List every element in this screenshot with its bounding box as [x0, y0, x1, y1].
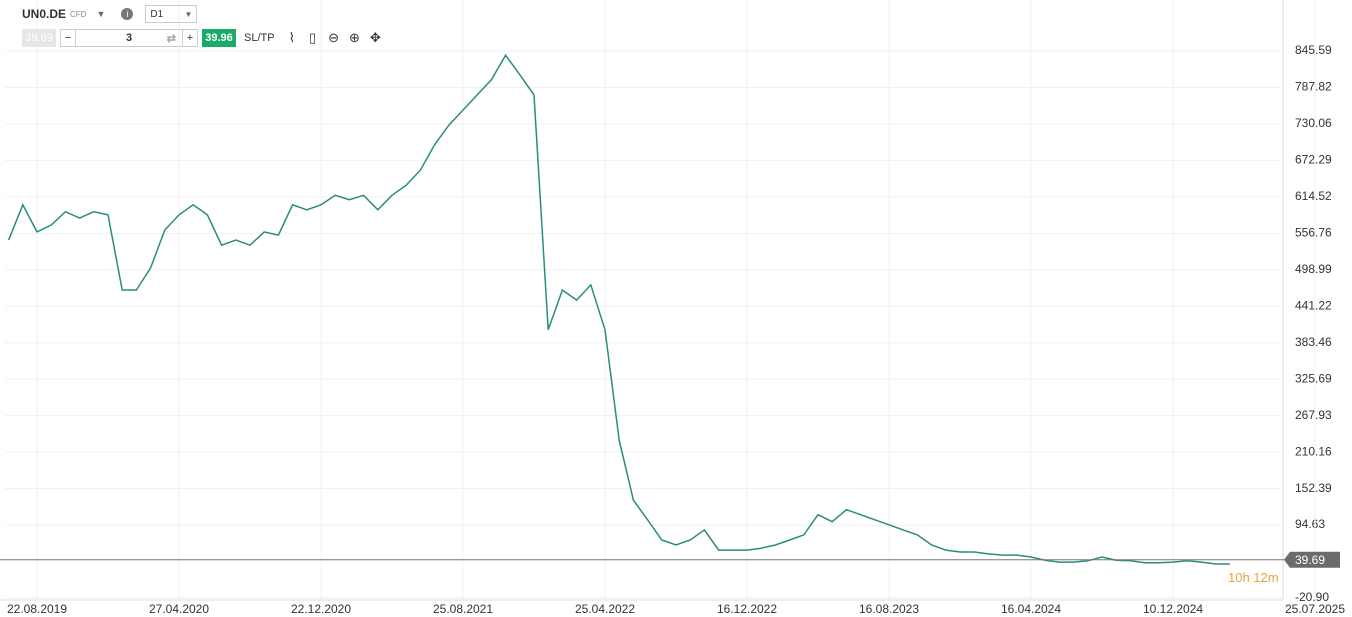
y-tick-label: 210.16	[1295, 444, 1332, 458]
y-tick-label: 845.59	[1295, 43, 1332, 57]
x-tick-label: 16.08.2023	[859, 602, 919, 616]
dropdown-arrow[interactable]: ▼	[96, 9, 106, 19]
y-tick-label: 94.63	[1295, 517, 1325, 531]
y-tick-label: 152.39	[1295, 481, 1332, 495]
buy-button[interactable]: 39.96	[202, 29, 236, 47]
y-tick-label: 556.76	[1295, 226, 1332, 240]
zoom-in[interactable]: ⊕	[349, 30, 360, 45]
order-bar: 39.69 − 3 ⇄ + 39.96 SL/TP ⌇ ▯ ⊖ ⊕ ✥	[22, 29, 381, 47]
y-tick-label: 267.93	[1295, 408, 1332, 422]
y-tick-label: 730.06	[1295, 116, 1332, 130]
x-tick-label: 27.04.2020	[149, 602, 209, 616]
y-tick-label: 498.99	[1295, 262, 1332, 276]
x-tick-label: 16.04.2024	[1001, 602, 1061, 616]
info-icon[interactable]: i	[121, 8, 134, 20]
minus-button[interactable]: −	[60, 29, 76, 47]
plus-button[interactable]: +	[183, 29, 198, 47]
instrument-type: CFD	[70, 9, 87, 19]
x-tick-label: 25.04.2022	[575, 602, 635, 616]
symbol-bar[interactable]: UN0.DE CFD ▼ i D1 ▼	[22, 5, 198, 23]
y-tick-label: 672.29	[1295, 153, 1332, 167]
y-tick-label: 787.82	[1295, 80, 1332, 94]
y-tick-label: 325.69	[1295, 371, 1332, 385]
price-line	[7, 53, 1230, 565]
timeframe-select[interactable]: D1 ▼	[145, 5, 198, 23]
timeframe: D1	[150, 8, 164, 20]
countdown: 10h 12m	[1228, 570, 1279, 585]
last-price-tag	[1284, 551, 1340, 568]
y-tick-label: 441.22	[1295, 298, 1332, 312]
volume-input[interactable]: 3 ⇄	[76, 29, 183, 47]
x-tick-label: 22.12.2020	[291, 602, 351, 616]
symbol[interactable]: UN0.DE	[22, 7, 67, 21]
x-tick-label: 16.12.2022	[717, 602, 777, 616]
volume: 3	[125, 32, 133, 44]
move-tool[interactable]: ✥	[369, 30, 381, 45]
x-tick-label: 10.12.2024	[1143, 602, 1203, 616]
last-price-label: 39.69	[1295, 553, 1325, 567]
x-tick-label: 25.08.2021	[433, 602, 493, 616]
sltp-button[interactable]: SL/TP	[244, 32, 275, 44]
y-tick-label: -20.90	[1295, 590, 1329, 604]
y-tick-label: 614.52	[1295, 189, 1332, 203]
x-tick-label: 25.07.2025	[1285, 602, 1345, 616]
zoom-out[interactable]: ⊖	[328, 30, 339, 45]
x-tick-label: 22.08.2019	[7, 602, 67, 616]
candle-tool[interactable]: ▯	[308, 30, 317, 45]
line-tool[interactable]: ⌇	[288, 30, 295, 45]
y-tick-label: 383.46	[1295, 335, 1332, 349]
sell-button[interactable]: 39.69	[22, 29, 56, 47]
